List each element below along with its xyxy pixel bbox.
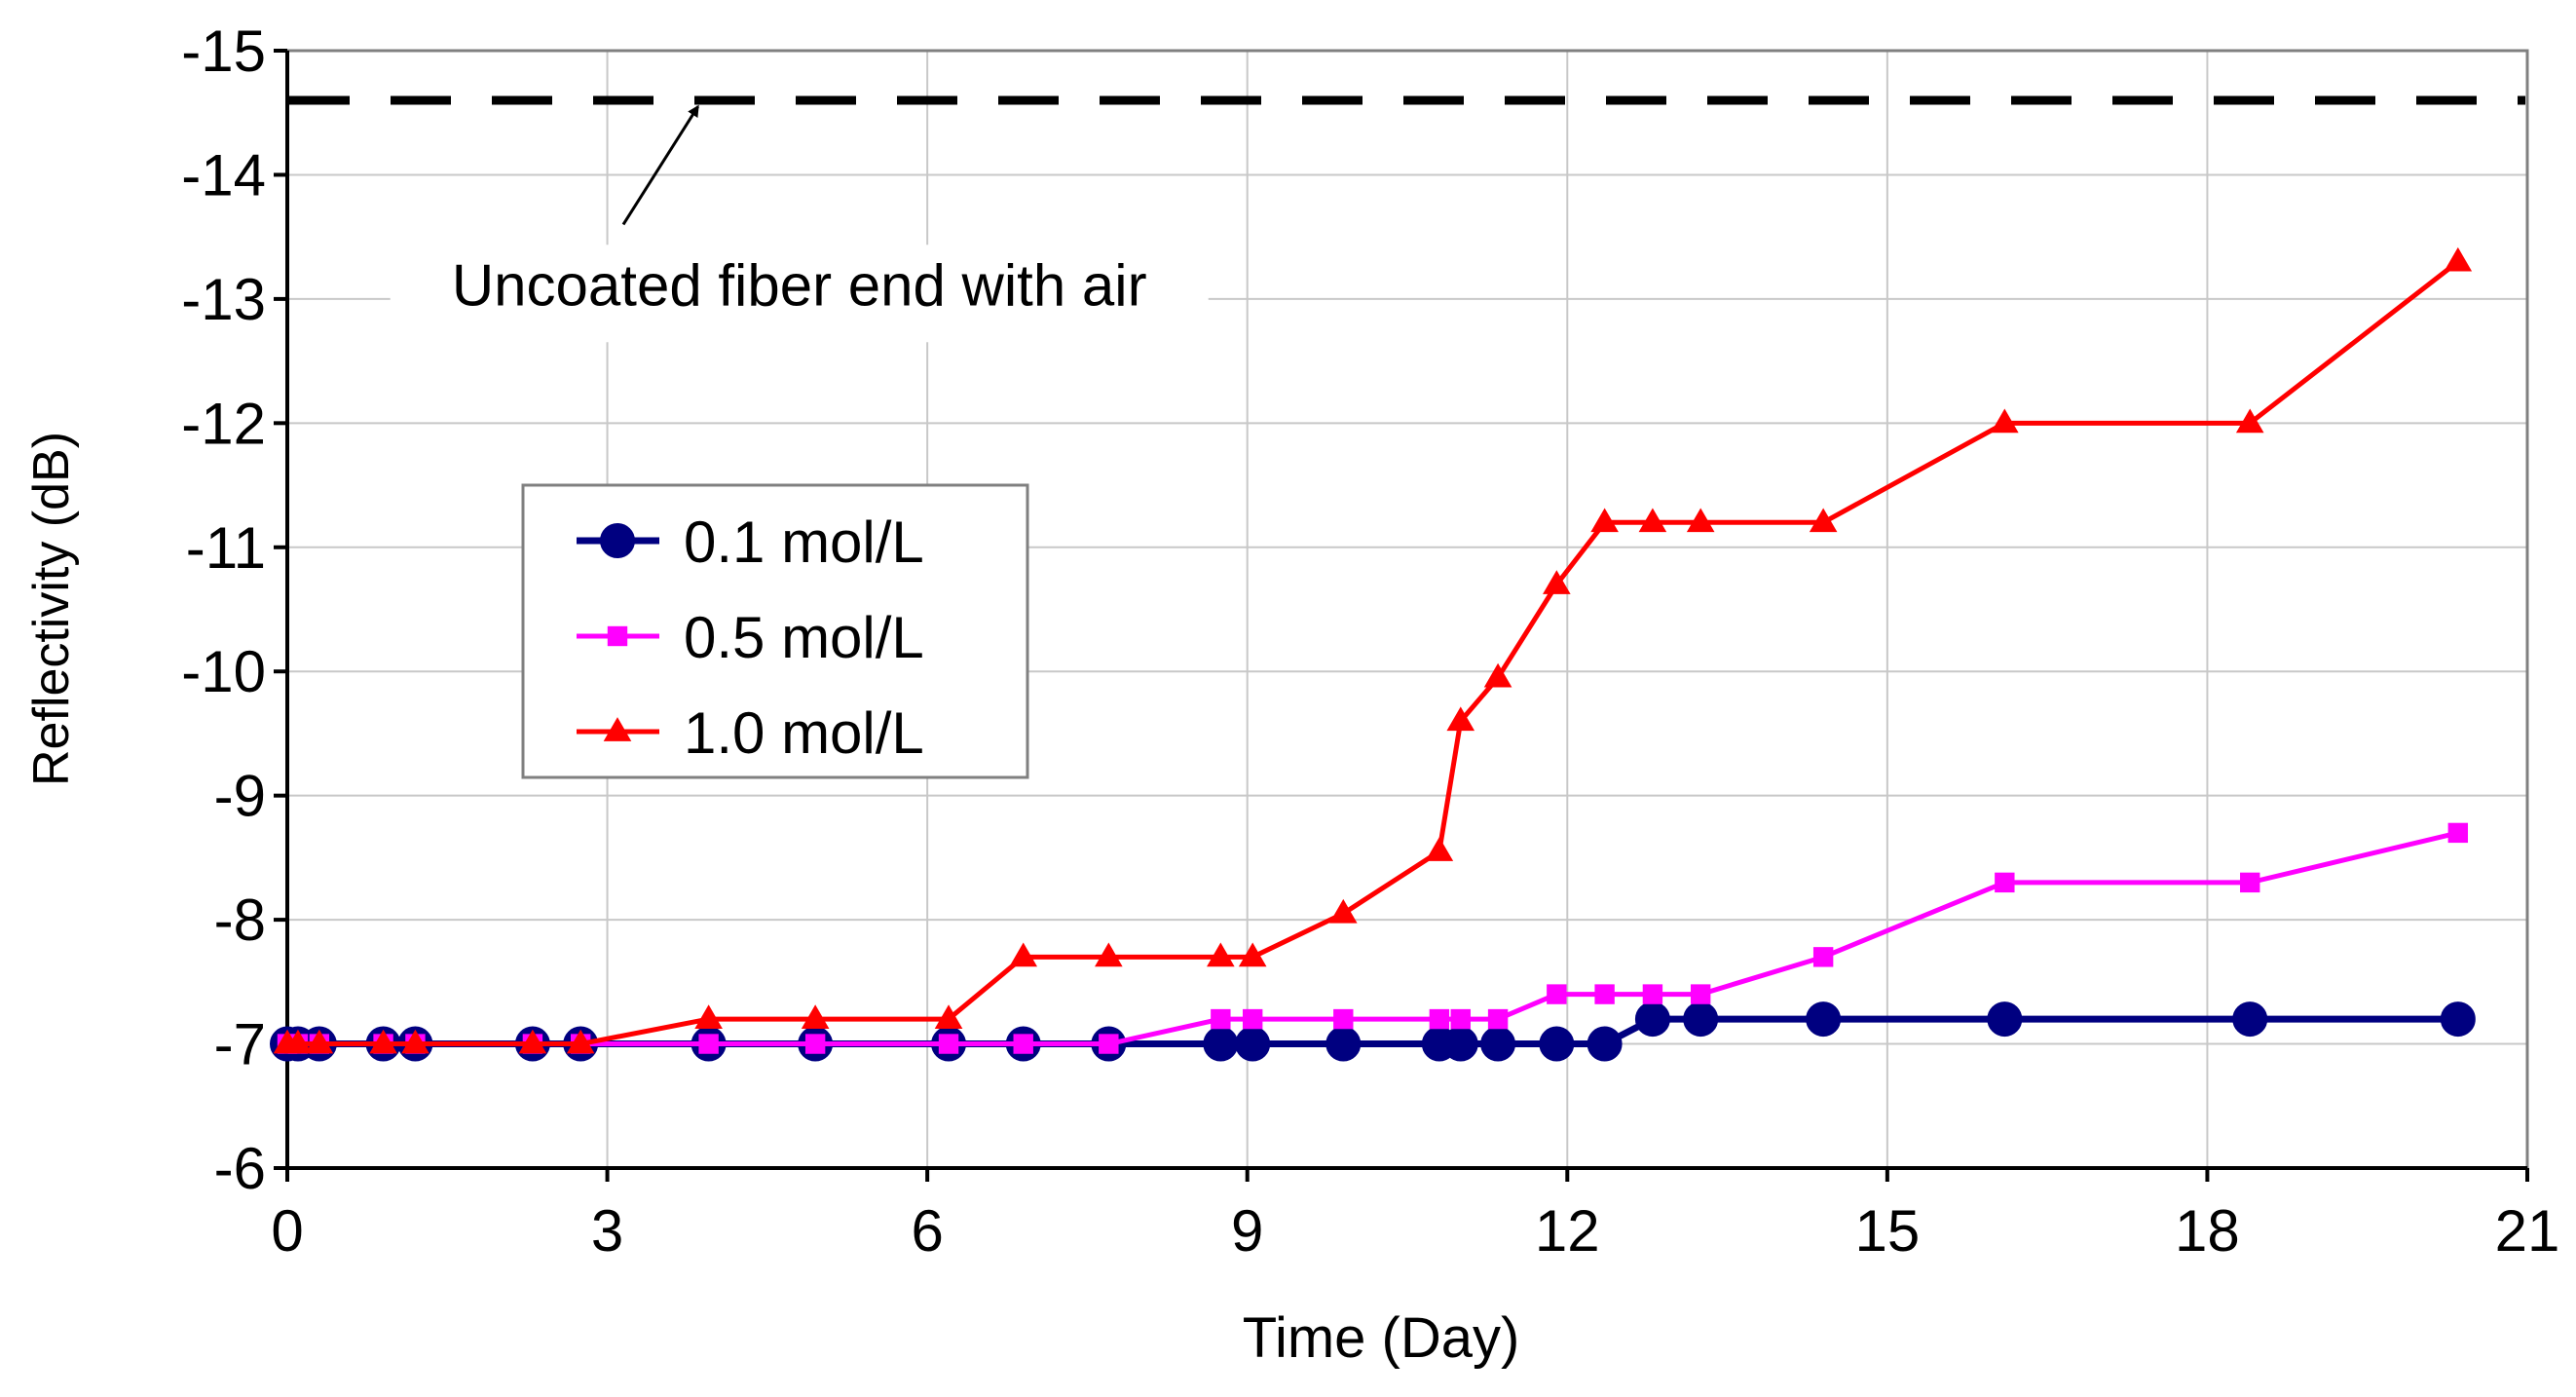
data-point bbox=[1480, 1026, 1516, 1062]
legend-label: 1.0 mol/L bbox=[684, 700, 924, 766]
legend-item: 1.0 mol/L bbox=[577, 700, 924, 766]
y-tick-label: -6 bbox=[214, 1136, 266, 1201]
data-point bbox=[1809, 508, 1838, 533]
data-point bbox=[1442, 1026, 1478, 1062]
annotation-background bbox=[390, 245, 1209, 343]
data-point bbox=[1543, 570, 1571, 594]
data-point bbox=[2235, 408, 2264, 434]
y-tick-label: -10 bbox=[181, 639, 266, 704]
data-point bbox=[1325, 1026, 1362, 1062]
data-point bbox=[1446, 706, 1475, 732]
data-point bbox=[698, 1034, 719, 1054]
series-layer bbox=[270, 246, 2476, 1062]
data-point bbox=[1207, 942, 1235, 967]
data-point bbox=[1547, 984, 1567, 1004]
data-point bbox=[1211, 1008, 1231, 1030]
data-point bbox=[1991, 408, 2019, 434]
x-tick-label: 6 bbox=[911, 1198, 943, 1264]
y-tick-label: -11 bbox=[186, 515, 266, 581]
y-tick-label: -13 bbox=[181, 267, 266, 332]
data-point bbox=[1425, 837, 1454, 861]
legend-marker bbox=[600, 523, 635, 558]
data-point bbox=[1242, 1008, 1263, 1030]
legend-marker bbox=[607, 625, 628, 647]
axes: 0 3 6 9 12 15 18 21 -15 -14 -13 -12 -11 -10 -9 -8 -7 -6 bbox=[181, 19, 2559, 1264]
data-point bbox=[804, 1034, 826, 1054]
data-point bbox=[305, 1029, 334, 1054]
data-point bbox=[1333, 1008, 1354, 1030]
data-point bbox=[1587, 1026, 1623, 1062]
data-point bbox=[283, 1029, 313, 1054]
data-point bbox=[1812, 947, 1834, 967]
data-point bbox=[2447, 822, 2469, 844]
y-tick-label: -9 bbox=[214, 764, 266, 829]
data-point bbox=[1995, 872, 2015, 893]
data-point bbox=[1099, 1034, 1119, 1054]
legend-marker bbox=[603, 717, 632, 741]
data-point bbox=[1686, 508, 1715, 533]
data-point bbox=[1806, 1001, 1842, 1038]
data-point bbox=[1634, 1001, 1670, 1038]
data-point bbox=[801, 1004, 830, 1029]
data-point bbox=[1203, 1026, 1239, 1062]
x-tick-label: 3 bbox=[591, 1198, 623, 1264]
legend-item: 0.5 mol/L bbox=[577, 605, 924, 670]
data-point bbox=[1429, 1008, 1450, 1030]
annotation-text: Uncoated fiber end with air bbox=[452, 252, 1147, 318]
data-point bbox=[401, 1029, 429, 1054]
legend-label: 0.5 mol/L bbox=[684, 605, 924, 670]
x-tick-label: 9 bbox=[1231, 1198, 1263, 1264]
data-point bbox=[1483, 662, 1512, 688]
data-point bbox=[1638, 508, 1667, 533]
data-point bbox=[938, 1034, 959, 1054]
data-point bbox=[694, 1004, 723, 1029]
data-point bbox=[566, 1029, 595, 1054]
x-axis-label: Time (Day) bbox=[1243, 1306, 1520, 1370]
x-tick-label: 0 bbox=[271, 1198, 303, 1264]
data-point bbox=[1487, 1008, 1509, 1030]
data-point bbox=[1987, 1001, 2023, 1038]
data-point bbox=[1009, 942, 1038, 967]
data-point bbox=[1238, 942, 1267, 967]
y-tick-label: -12 bbox=[181, 391, 266, 456]
data-point bbox=[1095, 942, 1123, 967]
data-point bbox=[1235, 1026, 1271, 1062]
annotation-arrow bbox=[621, 104, 699, 226]
data-point bbox=[2444, 246, 2473, 272]
data-point bbox=[934, 1004, 963, 1029]
data-point bbox=[1450, 1008, 1471, 1030]
annotation-layer: Uncoated fiber end with air bbox=[390, 104, 1209, 343]
data-point bbox=[369, 1029, 397, 1054]
data-point bbox=[1594, 984, 1615, 1004]
y-tick-label: -15 bbox=[181, 19, 266, 84]
x-tick-label: 12 bbox=[1535, 1198, 1600, 1264]
y-tick-label: -7 bbox=[214, 1012, 266, 1077]
x-tick-label: 21 bbox=[2495, 1198, 2560, 1264]
x-tick-label: 18 bbox=[2175, 1198, 2240, 1264]
data-point bbox=[1328, 898, 1358, 924]
legend-label: 0.1 mol/L bbox=[684, 510, 924, 575]
x-tick-label: 15 bbox=[1854, 1198, 1920, 1264]
data-point bbox=[518, 1029, 547, 1054]
data-point bbox=[2440, 1001, 2476, 1038]
series-3 bbox=[273, 246, 2473, 1054]
data-point bbox=[1683, 1001, 1719, 1038]
data-point bbox=[1642, 984, 1663, 1004]
y-axis-label: Reflectivity (dB) bbox=[23, 432, 80, 786]
data-point bbox=[2232, 1001, 2268, 1038]
y-tick-label: -8 bbox=[214, 887, 266, 953]
data-point bbox=[2240, 872, 2260, 893]
y-tick-label: -14 bbox=[181, 142, 266, 208]
data-point bbox=[1539, 1026, 1575, 1062]
legend: 0.1 mol/L 0.5 mol/L 1.0 mol/L bbox=[521, 483, 1029, 779]
legend-item: 0.1 mol/L bbox=[577, 510, 924, 575]
data-point bbox=[1690, 984, 1711, 1004]
data-point bbox=[1013, 1034, 1033, 1054]
data-point bbox=[1590, 508, 1619, 533]
